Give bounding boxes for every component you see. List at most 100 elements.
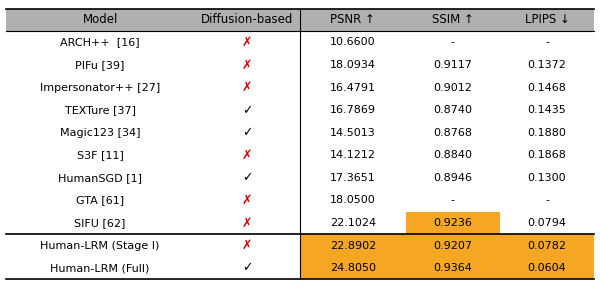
Text: 0.9117: 0.9117 bbox=[433, 60, 472, 70]
Bar bbox=[194, 31, 300, 54]
Bar bbox=[500, 76, 594, 99]
Bar bbox=[194, 234, 300, 257]
Text: ✓: ✓ bbox=[242, 126, 253, 139]
Bar bbox=[406, 234, 500, 257]
Bar bbox=[194, 166, 300, 189]
Text: 0.1868: 0.1868 bbox=[527, 150, 566, 160]
Text: Human-LRM (Stage I): Human-LRM (Stage I) bbox=[40, 240, 160, 251]
Bar bbox=[6, 189, 194, 212]
Bar bbox=[406, 212, 500, 234]
Bar bbox=[300, 166, 406, 189]
Text: ✗: ✗ bbox=[242, 239, 253, 252]
Bar bbox=[500, 189, 594, 212]
Bar bbox=[406, 9, 500, 31]
Bar bbox=[406, 122, 500, 144]
Text: 0.8768: 0.8768 bbox=[433, 128, 472, 138]
Bar bbox=[406, 99, 500, 122]
Text: ✗: ✗ bbox=[242, 36, 253, 49]
Text: ✗: ✗ bbox=[242, 58, 253, 71]
Bar bbox=[6, 166, 194, 189]
Text: 0.9364: 0.9364 bbox=[433, 263, 472, 273]
Text: 14.5013: 14.5013 bbox=[330, 128, 376, 138]
Bar bbox=[500, 99, 594, 122]
Text: 18.0934: 18.0934 bbox=[330, 60, 376, 70]
Bar bbox=[6, 144, 194, 166]
Text: ✗: ✗ bbox=[242, 217, 253, 230]
Text: SIFU [62]: SIFU [62] bbox=[74, 218, 126, 228]
Bar bbox=[500, 122, 594, 144]
Text: ✓: ✓ bbox=[242, 104, 253, 117]
Text: LPIPS ↓: LPIPS ↓ bbox=[524, 14, 569, 26]
Text: ✓: ✓ bbox=[242, 262, 253, 274]
Bar bbox=[300, 144, 406, 166]
Bar bbox=[500, 212, 594, 234]
Text: ✓: ✓ bbox=[242, 171, 253, 184]
Text: 22.8902: 22.8902 bbox=[330, 240, 376, 251]
Text: 17.3651: 17.3651 bbox=[330, 173, 376, 183]
Bar bbox=[406, 257, 500, 279]
Bar bbox=[194, 122, 300, 144]
Bar bbox=[6, 212, 194, 234]
Text: Human-LRM (Full): Human-LRM (Full) bbox=[50, 263, 150, 273]
Text: ARCH++  [16]: ARCH++ [16] bbox=[60, 37, 140, 48]
Text: 0.0782: 0.0782 bbox=[527, 240, 566, 251]
Bar bbox=[406, 31, 500, 54]
Text: 0.8946: 0.8946 bbox=[433, 173, 472, 183]
Text: 0.1372: 0.1372 bbox=[527, 60, 566, 70]
Bar bbox=[406, 144, 500, 166]
Bar bbox=[500, 234, 594, 257]
Bar bbox=[500, 257, 594, 279]
Bar bbox=[300, 76, 406, 99]
Bar bbox=[406, 76, 500, 99]
Bar bbox=[406, 54, 500, 76]
Bar bbox=[406, 189, 500, 212]
Text: Magic123 [34]: Magic123 [34] bbox=[60, 128, 140, 138]
Text: 18.0500: 18.0500 bbox=[330, 195, 376, 205]
Text: 24.8050: 24.8050 bbox=[330, 263, 376, 273]
Text: SSIM ↑: SSIM ↑ bbox=[432, 14, 474, 26]
Text: -: - bbox=[545, 195, 549, 205]
Bar bbox=[6, 9, 194, 31]
Bar bbox=[300, 212, 406, 234]
Bar bbox=[6, 76, 194, 99]
Bar bbox=[500, 144, 594, 166]
Text: S3F [11]: S3F [11] bbox=[77, 150, 124, 160]
Bar bbox=[194, 212, 300, 234]
Text: ✗: ✗ bbox=[242, 81, 253, 94]
Text: HumanSGD [1]: HumanSGD [1] bbox=[58, 173, 142, 183]
Bar bbox=[6, 31, 194, 54]
Text: Impersonator++ [27]: Impersonator++ [27] bbox=[40, 83, 160, 93]
Bar bbox=[194, 189, 300, 212]
Bar bbox=[406, 166, 500, 189]
Text: 0.1468: 0.1468 bbox=[527, 83, 566, 93]
Text: 0.1300: 0.1300 bbox=[527, 173, 566, 183]
Bar bbox=[300, 54, 406, 76]
Bar bbox=[194, 257, 300, 279]
Text: 10.6600: 10.6600 bbox=[330, 37, 376, 48]
Text: GTA [61]: GTA [61] bbox=[76, 195, 124, 205]
Bar bbox=[6, 122, 194, 144]
Bar bbox=[300, 122, 406, 144]
Text: 0.0794: 0.0794 bbox=[527, 218, 566, 228]
Text: Diffusion-based: Diffusion-based bbox=[201, 14, 293, 26]
Text: 0.1435: 0.1435 bbox=[527, 105, 566, 115]
Text: 0.8840: 0.8840 bbox=[433, 150, 472, 160]
Text: -: - bbox=[545, 37, 549, 48]
Text: -: - bbox=[451, 195, 455, 205]
Text: 0.8740: 0.8740 bbox=[433, 105, 472, 115]
Text: 0.9207: 0.9207 bbox=[433, 240, 472, 251]
Bar bbox=[6, 257, 194, 279]
Text: 14.1212: 14.1212 bbox=[330, 150, 376, 160]
Text: 0.9236: 0.9236 bbox=[433, 218, 472, 228]
Bar bbox=[6, 99, 194, 122]
Text: PSNR ↑: PSNR ↑ bbox=[331, 14, 376, 26]
Bar bbox=[300, 257, 406, 279]
Text: ✗: ✗ bbox=[242, 194, 253, 207]
Text: -: - bbox=[451, 37, 455, 48]
Bar bbox=[194, 54, 300, 76]
Bar bbox=[6, 234, 194, 257]
Bar bbox=[300, 31, 406, 54]
Text: 0.0604: 0.0604 bbox=[527, 263, 566, 273]
Bar bbox=[194, 76, 300, 99]
Bar bbox=[500, 54, 594, 76]
